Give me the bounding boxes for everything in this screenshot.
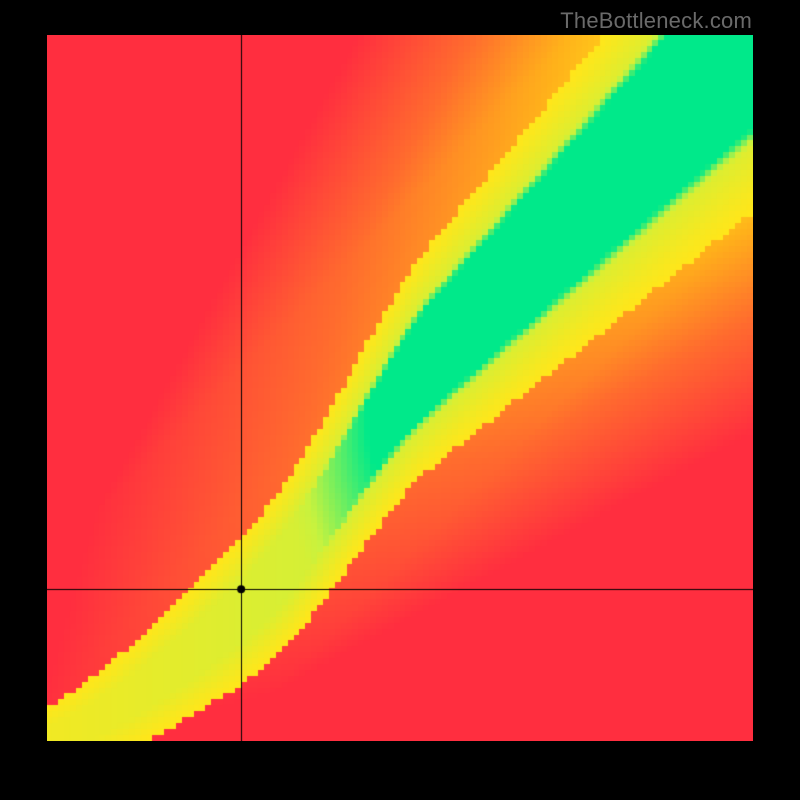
outer-frame: TheBottleneck.com <box>0 0 800 800</box>
bottleneck-heatmap <box>47 35 753 741</box>
watermark-text: TheBottleneck.com <box>560 8 752 34</box>
